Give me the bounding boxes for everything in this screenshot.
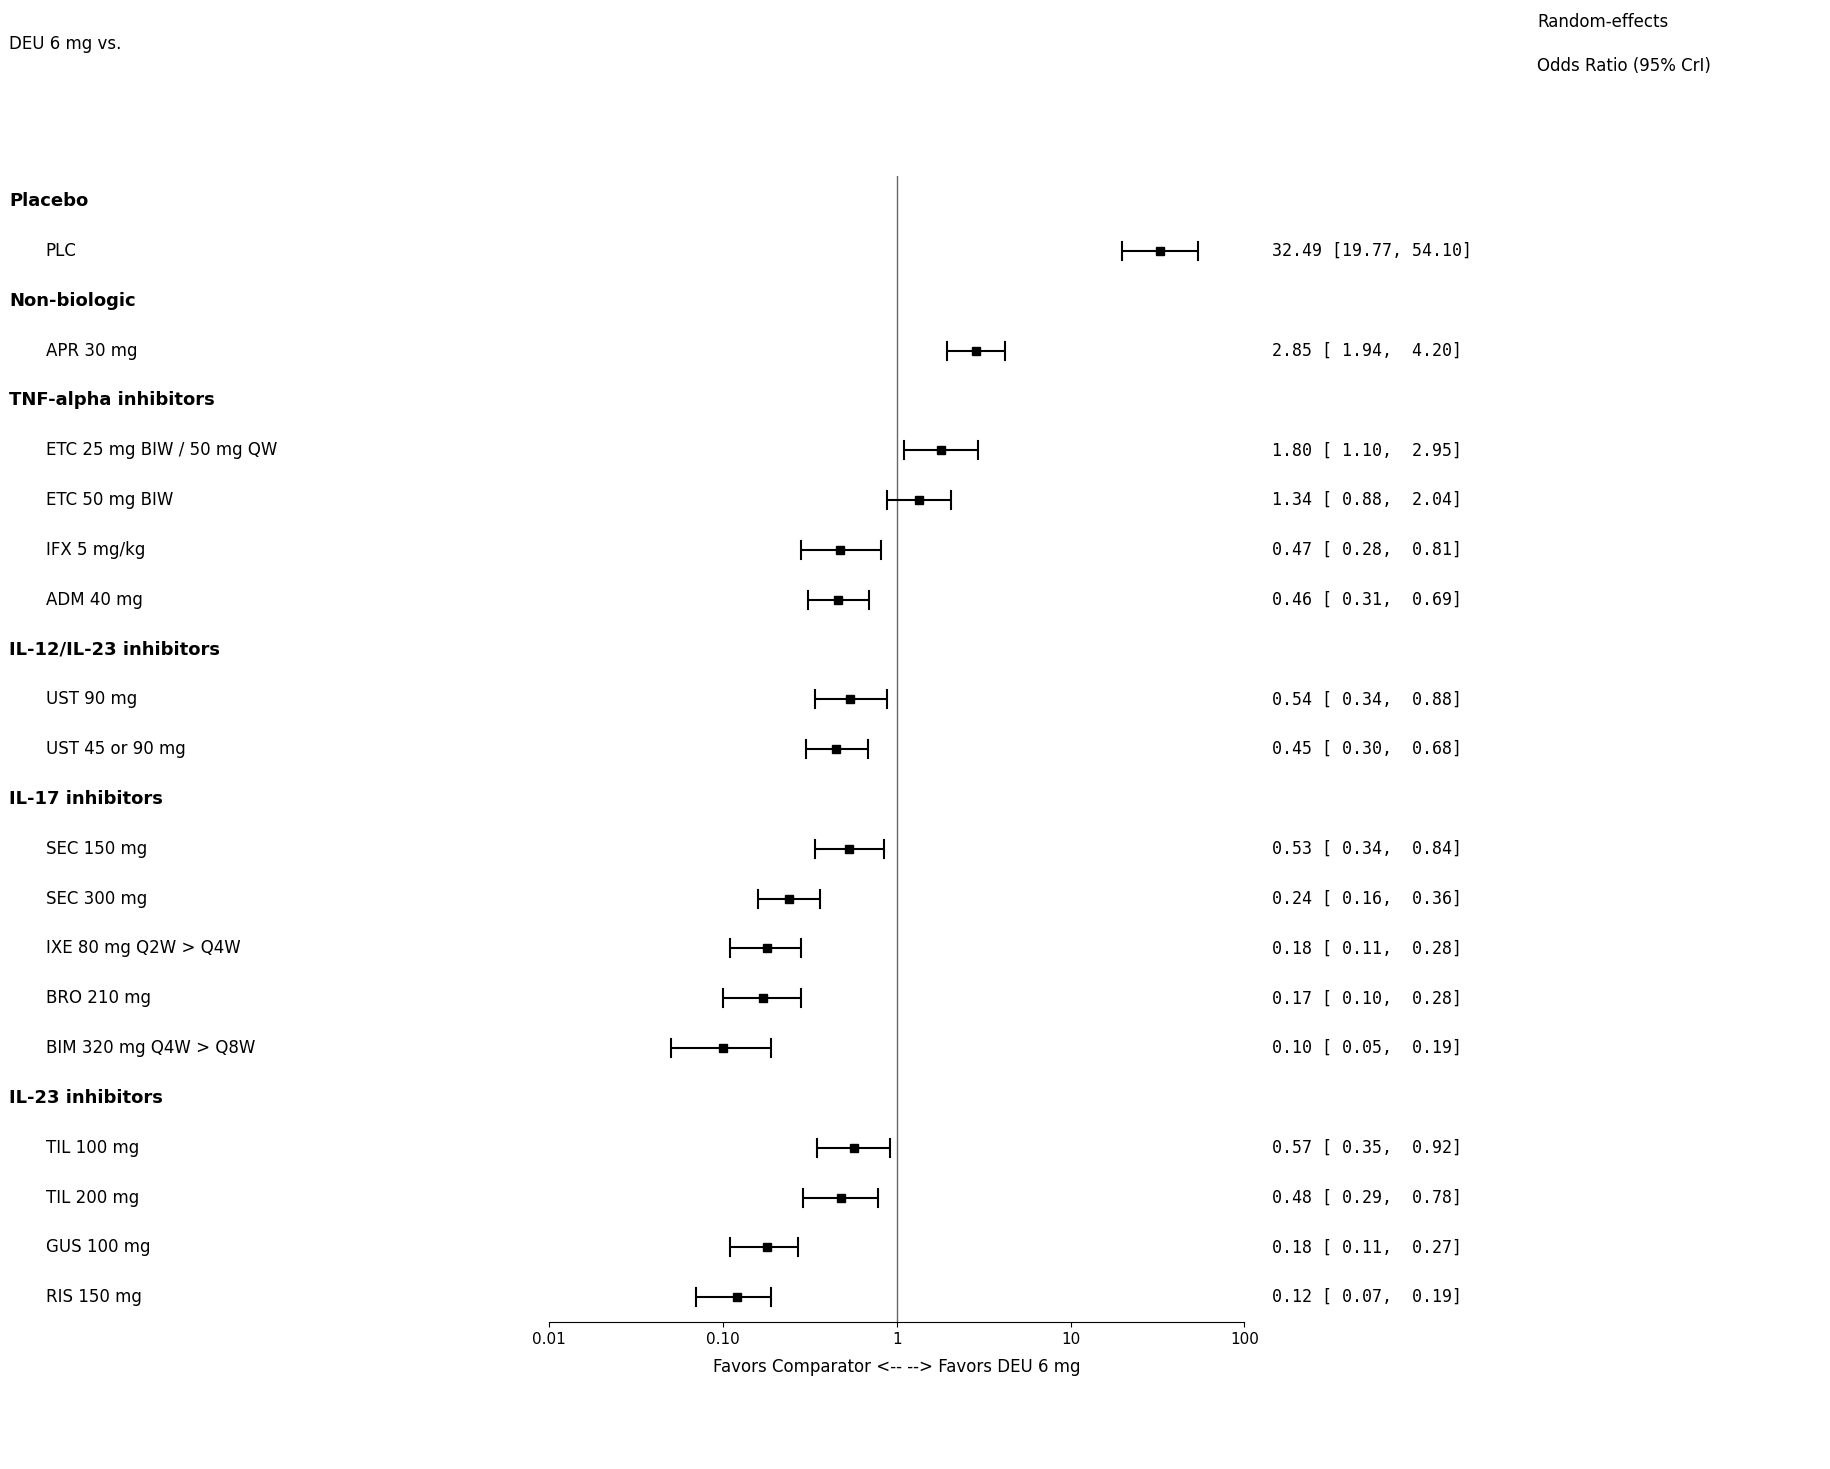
Text: 0.54 [ 0.34,  0.88]: 0.54 [ 0.34, 0.88] [1272,690,1462,708]
Text: 0.18 [ 0.11,  0.27]: 0.18 [ 0.11, 0.27] [1272,1238,1462,1256]
Text: BIM 320 mg Q4W > Q8W: BIM 320 mg Q4W > Q8W [46,1039,254,1058]
Text: SEC 300 mg: SEC 300 mg [46,890,146,908]
Text: SEC 150 mg: SEC 150 mg [46,840,146,858]
Text: TNF-alpha inhibitors: TNF-alpha inhibitors [9,391,214,410]
Text: UST 90 mg: UST 90 mg [46,690,137,708]
Text: 1.80 [ 1.10,  2.95]: 1.80 [ 1.10, 2.95] [1272,441,1462,460]
Text: Odds Ratio (95% CrI): Odds Ratio (95% CrI) [1537,57,1711,75]
Text: ETC 25 mg BIW / 50 mg QW: ETC 25 mg BIW / 50 mg QW [46,441,276,460]
Text: 0.53 [ 0.34,  0.84]: 0.53 [ 0.34, 0.84] [1272,840,1462,858]
Text: Placebo: Placebo [9,192,88,210]
Text: Non-biologic: Non-biologic [9,292,135,310]
Text: 0.47 [ 0.28,  0.81]: 0.47 [ 0.28, 0.81] [1272,541,1462,558]
Text: BRO 210 mg: BRO 210 mg [46,989,150,1008]
Text: 0.46 [ 0.31,  0.69]: 0.46 [ 0.31, 0.69] [1272,591,1462,608]
Text: 0.18 [ 0.11,  0.28]: 0.18 [ 0.11, 0.28] [1272,940,1462,958]
Text: GUS 100 mg: GUS 100 mg [46,1238,150,1256]
Text: 2.85 [ 1.94,  4.20]: 2.85 [ 1.94, 4.20] [1272,342,1462,360]
Text: 0.48 [ 0.29,  0.78]: 0.48 [ 0.29, 0.78] [1272,1188,1462,1206]
Text: TIL 200 mg: TIL 200 mg [46,1188,139,1206]
Text: ADM 40 mg: ADM 40 mg [46,591,143,608]
Text: 32.49 [19.77, 54.10]: 32.49 [19.77, 54.10] [1272,242,1471,260]
Text: 0.17 [ 0.10,  0.28]: 0.17 [ 0.10, 0.28] [1272,989,1462,1008]
Text: RIS 150 mg: RIS 150 mg [46,1288,141,1306]
Text: DEU 6 mg vs.: DEU 6 mg vs. [9,35,121,53]
Text: IL-23 inhibitors: IL-23 inhibitors [9,1089,163,1108]
Text: 0.57 [ 0.35,  0.92]: 0.57 [ 0.35, 0.92] [1272,1138,1462,1156]
Text: IL-17 inhibitors: IL-17 inhibitors [9,790,163,808]
Text: TIL 100 mg: TIL 100 mg [46,1138,139,1156]
Text: ETC 50 mg BIW: ETC 50 mg BIW [46,491,174,510]
X-axis label: Favors Comparator <-- --> Favors DEU 6 mg: Favors Comparator <-- --> Favors DEU 6 m… [714,1357,1080,1376]
Text: Random-effects: Random-effects [1537,13,1669,31]
Text: IFX 5 mg/kg: IFX 5 mg/kg [46,541,145,558]
Text: 0.24 [ 0.16,  0.36]: 0.24 [ 0.16, 0.36] [1272,890,1462,908]
Text: IL-12/IL-23 inhibitors: IL-12/IL-23 inhibitors [9,640,220,658]
Text: 0.10 [ 0.05,  0.19]: 0.10 [ 0.05, 0.19] [1272,1039,1462,1058]
Text: 0.45 [ 0.30,  0.68]: 0.45 [ 0.30, 0.68] [1272,740,1462,758]
Text: 0.12 [ 0.07,  0.19]: 0.12 [ 0.07, 0.19] [1272,1288,1462,1306]
Text: PLC: PLC [46,242,77,260]
Text: APR 30 mg: APR 30 mg [46,342,137,360]
Text: UST 45 or 90 mg: UST 45 or 90 mg [46,740,185,758]
Text: IXE 80 mg Q2W > Q4W: IXE 80 mg Q2W > Q4W [46,940,240,958]
Text: 1.34 [ 0.88,  2.04]: 1.34 [ 0.88, 2.04] [1272,491,1462,510]
